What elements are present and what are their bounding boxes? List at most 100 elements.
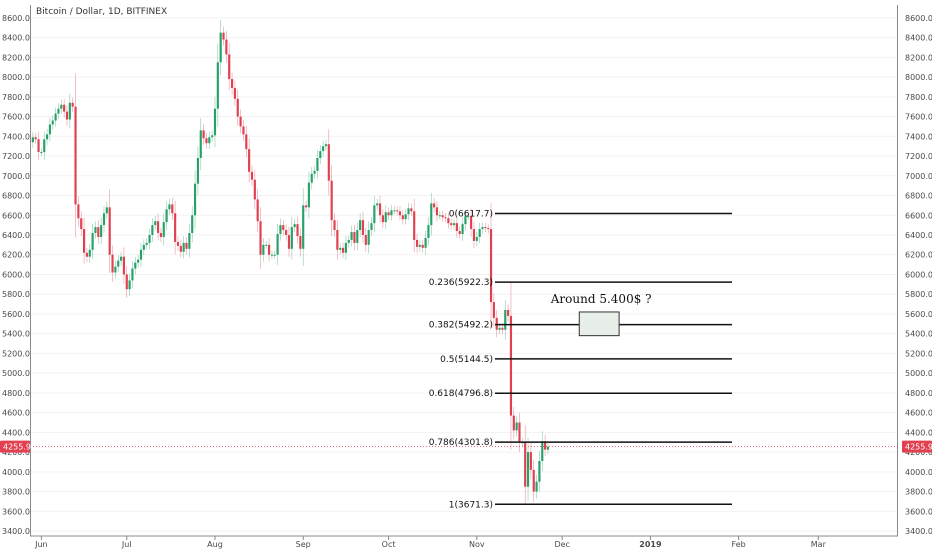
candle-body (472, 229, 476, 241)
candle-body (415, 239, 419, 247)
candle-body (347, 239, 350, 243)
candle-body (538, 460, 541, 482)
candle-body (182, 242, 185, 252)
candle-body (45, 134, 49, 140)
candle-body (51, 120, 54, 125)
y-tick-label-left: 4200.0 (2, 448, 30, 457)
candle-body (427, 225, 430, 238)
candle-body (387, 212, 390, 216)
candle-body (131, 268, 134, 281)
y-tick-label-right: 4200.0 (905, 448, 932, 457)
candle-body (85, 252, 88, 257)
candle-body (319, 151, 322, 159)
candle-body (165, 209, 168, 223)
candle-body (433, 203, 436, 208)
candle-body (145, 242, 148, 245)
x-tick-label: Mar (811, 540, 827, 549)
candle-body (359, 220, 362, 231)
candle-body (273, 254, 276, 256)
fib-level-label: 0.618(4796.8) (429, 389, 493, 399)
candle-body (450, 223, 453, 226)
y-tick-label-right: 3400.0 (905, 527, 932, 536)
y-tick-label-right: 4800.0 (905, 389, 932, 398)
candle-body (37, 139, 40, 153)
candle-body (507, 309, 510, 316)
chart-title: Bitcoin / Dollar, 1D, BITFINEX (36, 7, 167, 17)
candle-body (438, 215, 441, 217)
candle-body (447, 218, 450, 224)
candle-body (307, 182, 310, 208)
candle-body (504, 309, 507, 330)
y-tick-label-right: 6000.0 (905, 270, 932, 279)
candle-body (185, 242, 188, 249)
target-annotation[interactable]: Around 5.400$ ? (550, 292, 652, 337)
candle-body (361, 220, 365, 235)
candle-body (356, 230, 359, 243)
candle-body (239, 116, 242, 127)
candle-body (339, 247, 342, 250)
y-tick-label-right: 6800.0 (905, 192, 932, 201)
y-tick-label-left: 6000.0 (2, 270, 30, 279)
candle-body (63, 104, 66, 112)
left-price-scale[interactable]: 8600.0 8400.0 8200.0 8000.0 7800.0 7600.0 7400… (2, 14, 30, 536)
candle-body (159, 233, 162, 237)
y-tick-label-right: 3600.0 (905, 507, 932, 516)
time-scale[interactable]: Jun Jul Aug Sep Oct Nov Dec 2019 Feb Mar (34, 536, 827, 549)
candle-body (80, 218, 83, 230)
fibonacci-retracement[interactable]: 0(6617.7) 0.236(5922.3) 0.382(5492.2) 0.5(5… (429, 210, 732, 511)
y-tick-label-right: 4600.0 (905, 409, 932, 418)
last-price-label-right: 4255.9 (905, 443, 932, 452)
candle-body (344, 242, 347, 253)
fib-level-label: 0.786(4301.8) (429, 438, 493, 448)
y-tick-label-left: 4000.0 (2, 468, 30, 477)
y-tick-label-right: 4400.0 (905, 428, 932, 437)
y-tick-label-left: 8200.0 (2, 53, 30, 62)
candle-body (174, 213, 177, 242)
candle-body (484, 227, 487, 229)
candle-body (259, 221, 262, 255)
candle-body (376, 203, 379, 206)
y-tick-label-right: 7000.0 (905, 172, 932, 181)
candle-body (524, 442, 527, 487)
right-price-scale[interactable]: 8600.0 8400.0 8200.0 8000.0 7800.0 7600.0 7400… (905, 14, 932, 536)
candle-body (108, 207, 111, 255)
candle-body (65, 111, 69, 120)
candle-body (191, 215, 194, 234)
candle-body (74, 106, 77, 205)
candlesticks[interactable] (31, 19, 550, 504)
candle-body (441, 215, 444, 218)
candle-body (171, 204, 174, 214)
candle-body (211, 135, 214, 138)
candle-body (228, 54, 231, 80)
candle-body (435, 207, 439, 216)
fib-level-label: 0.236(5922.3) (429, 278, 493, 288)
candle-body (137, 259, 140, 263)
last-price-line: 4255.9 4255.9 (0, 440, 932, 453)
candle-body (139, 249, 143, 260)
x-tick-label: Dec (554, 540, 569, 549)
candle-body (267, 244, 271, 255)
x-tick-label: Aug (207, 540, 223, 549)
candle-body (509, 315, 513, 416)
candle-body (515, 422, 518, 431)
y-tick-label-right: 3800.0 (905, 488, 932, 497)
candle-body (304, 205, 308, 208)
y-tick-label-left: 6200.0 (2, 251, 30, 260)
y-tick-label-right: 5600.0 (905, 310, 932, 319)
candle-body (88, 249, 91, 257)
candle-body (102, 213, 106, 226)
y-tick-label-left: 6800.0 (2, 192, 30, 201)
candle-body (196, 158, 199, 184)
candle-body (541, 441, 544, 461)
candle-body (398, 211, 402, 216)
candle-body (501, 327, 504, 330)
x-tick-label: Nov (469, 540, 485, 549)
candle-body (373, 205, 376, 224)
y-tick-label-right: 5200.0 (905, 349, 932, 358)
candle-body (367, 230, 370, 245)
candle-body (100, 225, 103, 237)
target-zone-box[interactable] (578, 311, 620, 337)
y-tick-label-right: 6600.0 (905, 211, 932, 220)
candle-body (498, 327, 501, 330)
